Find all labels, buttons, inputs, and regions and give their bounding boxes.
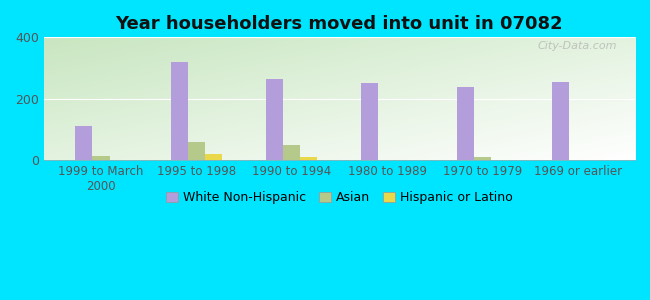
Bar: [188, 142, 205, 160]
Bar: [552, 82, 569, 160]
Bar: [205, 154, 222, 160]
Title: Year householders moved into unit in 07082: Year householders moved into unit in 070…: [116, 15, 563, 33]
Legend: White Non-Hispanic, Asian, Hispanic or Latino: White Non-Hispanic, Asian, Hispanic or L…: [161, 186, 518, 209]
Bar: [92, 156, 110, 160]
Bar: [283, 145, 300, 160]
Bar: [474, 157, 491, 160]
Text: City-Data.com: City-Data.com: [538, 41, 618, 51]
Bar: [170, 62, 188, 160]
Bar: [266, 79, 283, 160]
Bar: [361, 83, 378, 160]
Bar: [457, 86, 474, 160]
Bar: [300, 157, 317, 160]
Bar: [75, 127, 92, 160]
